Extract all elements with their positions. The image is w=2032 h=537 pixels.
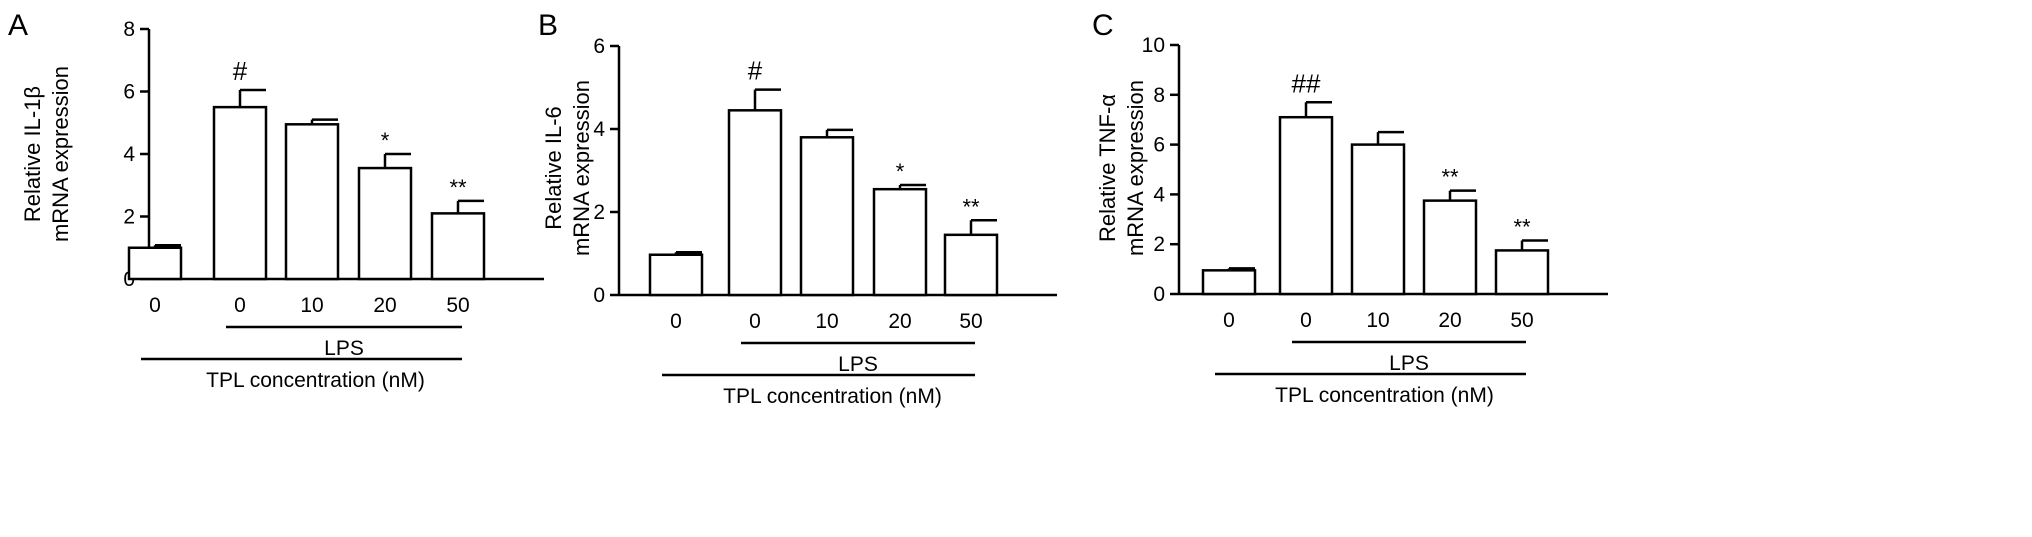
bar bbox=[648, 253, 704, 297]
y-tick-label: 2 bbox=[1153, 233, 1165, 256]
y-axis-label-line: mRNA expression bbox=[1123, 80, 1148, 256]
y-tick-label: 4 bbox=[593, 118, 605, 141]
y-tick-label: 4 bbox=[1153, 183, 1165, 206]
group-label: TPL concentration (nM) bbox=[1275, 384, 1494, 407]
y-axis-label: Relative IL-1β mRNA expression bbox=[20, 66, 73, 242]
y-tick-label: 8 bbox=[123, 18, 135, 41]
bar bbox=[1201, 269, 1257, 296]
y-axis-label-line: Relative IL-6 bbox=[541, 106, 566, 230]
bar bbox=[212, 105, 268, 281]
x-tick-label: 0 bbox=[234, 294, 246, 317]
significance-marker: ** bbox=[962, 194, 980, 219]
significance-marker: ** bbox=[1513, 214, 1531, 239]
panel-b: B 0 2 4 6 Relative IL-6 mRNA expression 0 #0 10 * 2… bbox=[538, 9, 1057, 408]
x-tick-label: 0 bbox=[749, 310, 761, 333]
bar bbox=[357, 166, 413, 281]
y-axis-label-line: mRNA expression bbox=[569, 80, 594, 256]
x-tick-label: 10 bbox=[1366, 309, 1389, 332]
panel-letter: C bbox=[1092, 9, 1114, 42]
significance-marker: * bbox=[381, 128, 390, 153]
y-axis-label: Relative IL-6 mRNA expression bbox=[541, 80, 594, 256]
group-label: LPS bbox=[324, 337, 364, 360]
significance-marker: ** bbox=[449, 175, 467, 200]
y-tick-label: 6 bbox=[1153, 134, 1165, 157]
significance-marker: ## bbox=[1292, 68, 1321, 98]
y-axis-label-line: mRNA expression bbox=[48, 66, 73, 242]
x-tick-label: 0 bbox=[1300, 309, 1312, 332]
x-tick-label: 20 bbox=[888, 310, 911, 333]
bar bbox=[799, 136, 855, 297]
bar bbox=[872, 187, 928, 297]
significance-marker: # bbox=[233, 56, 248, 86]
panel-letter: B bbox=[538, 9, 558, 42]
bar bbox=[127, 246, 183, 281]
group-label: LPS bbox=[838, 353, 878, 376]
x-tick-label: 20 bbox=[1438, 309, 1461, 332]
x-tick-label: 0 bbox=[149, 294, 161, 317]
x-tick-label: 0 bbox=[670, 310, 682, 333]
x-tick-label: 10 bbox=[815, 310, 838, 333]
bar bbox=[727, 109, 783, 297]
bar bbox=[1278, 115, 1334, 296]
y-tick-label: 0 bbox=[593, 284, 605, 307]
y-tick-label: 4 bbox=[123, 143, 135, 166]
panel-c: C 0 2 4 6 8 10 Relative TNF-α mRNA expression 0 ##… bbox=[1092, 9, 1608, 407]
y-tick-label: 0 bbox=[1153, 283, 1165, 306]
bar bbox=[1422, 199, 1478, 296]
y-axis-label-line: Relative IL-1β bbox=[20, 86, 45, 222]
significance-marker: ** bbox=[1441, 165, 1459, 190]
group-label: LPS bbox=[1389, 352, 1429, 375]
y-axis-label-line: Relative TNF-α bbox=[1095, 94, 1120, 242]
y-tick-label: 2 bbox=[123, 206, 135, 229]
group-label: TPL concentration (nM) bbox=[723, 385, 942, 408]
bar bbox=[1350, 143, 1406, 296]
bar bbox=[430, 212, 486, 281]
x-tick-label: 0 bbox=[1223, 309, 1235, 332]
bar bbox=[284, 123, 340, 281]
y-tick-label: 6 bbox=[123, 81, 135, 104]
y-tick-label: 2 bbox=[593, 201, 605, 224]
y-tick-label: 6 bbox=[593, 35, 605, 58]
panel-letter: A bbox=[8, 9, 28, 42]
y-axis-label: Relative TNF-α mRNA expression bbox=[1095, 80, 1148, 256]
y-tick-label: 8 bbox=[1153, 84, 1165, 107]
x-tick-label: 10 bbox=[300, 294, 323, 317]
x-tick-label: 50 bbox=[1510, 309, 1533, 332]
significance-marker: # bbox=[748, 56, 763, 86]
x-tick-label: 50 bbox=[959, 310, 982, 333]
bar bbox=[1494, 249, 1550, 296]
y-tick-label: 10 bbox=[1142, 34, 1165, 57]
x-tick-label: 50 bbox=[446, 294, 469, 317]
bar bbox=[943, 233, 999, 297]
group-label: TPL concentration (nM) bbox=[206, 369, 425, 392]
x-tick-label: 20 bbox=[373, 294, 396, 317]
significance-marker: * bbox=[896, 159, 905, 184]
